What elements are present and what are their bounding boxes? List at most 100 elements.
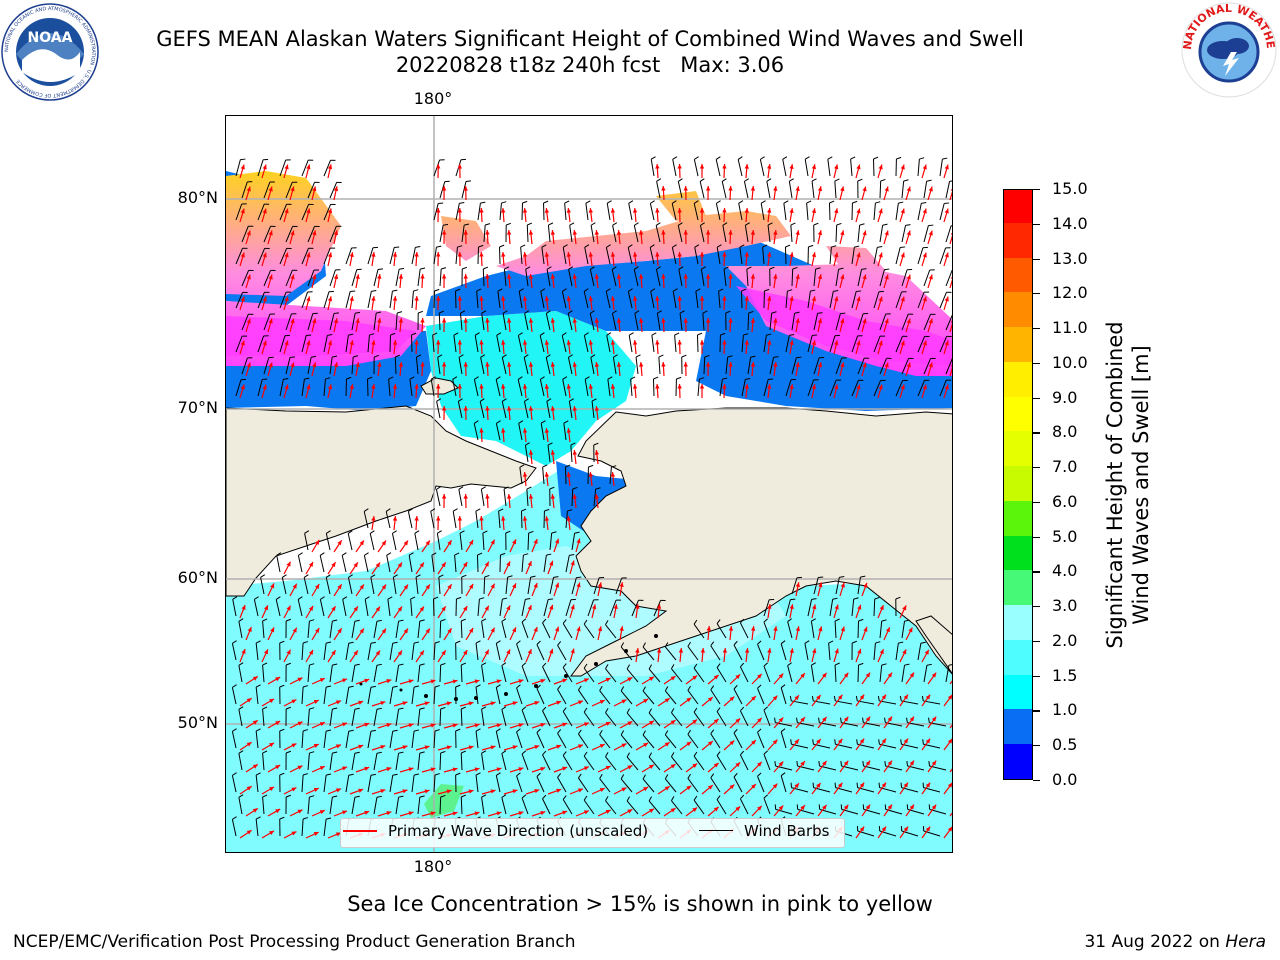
wind-barb	[807, 598, 817, 617]
wind-barb	[454, 552, 460, 573]
wave-direction-arrow	[459, 789, 474, 795]
wind-barb	[501, 398, 507, 419]
wind-barb	[895, 201, 904, 221]
wave-direction-arrow	[283, 384, 289, 399]
wave-direction-arrow	[421, 767, 436, 773]
wave-direction-arrow	[457, 207, 463, 223]
wind-barb	[439, 223, 449, 243]
colorbar-segment	[1004, 674, 1032, 710]
wind-barb	[461, 223, 470, 243]
wind-barb	[785, 598, 796, 617]
wave-direction-arrow	[436, 339, 441, 355]
wind-barb	[723, 266, 729, 287]
wave-direction-arrow	[420, 361, 425, 377]
wind-barb	[562, 707, 573, 727]
wave-direction-arrow	[883, 186, 889, 201]
wind-barb	[562, 244, 568, 265]
wind-barb	[257, 335, 269, 353]
colorbar-tick-label: 15.0	[1052, 179, 1088, 198]
wave-direction-arrow	[744, 251, 749, 267]
wind-barb	[557, 685, 567, 705]
wave-direction-arrow	[463, 273, 468, 289]
wind-barb	[329, 181, 342, 199]
wave-direction-arrow	[305, 743, 319, 751]
wind-barb	[810, 618, 816, 639]
wind-barb	[739, 662, 749, 683]
wave-direction-arrow	[655, 163, 660, 179]
wind-barb	[945, 664, 952, 683]
wave-direction-arrow	[927, 672, 937, 685]
wind-barb	[505, 575, 513, 595]
wind-barb	[542, 662, 551, 683]
wave-direction-arrow	[544, 428, 550, 443]
wind-barb	[564, 464, 571, 485]
wind-barb	[557, 641, 567, 661]
wave-direction-arrow	[594, 274, 600, 289]
wind-barb	[241, 313, 254, 331]
wind-barb	[939, 202, 950, 221]
wind-barb	[857, 268, 867, 287]
wind-barb	[285, 618, 291, 639]
wave-direction-arrow	[943, 340, 949, 355]
wind-barb	[593, 442, 599, 463]
wave-direction-arrow	[597, 582, 603, 597]
wave-direction-arrow	[921, 164, 927, 179]
wind-barb	[747, 310, 754, 331]
wind-barb	[417, 663, 425, 683]
wind-barb	[658, 354, 664, 375]
wave-direction-arrow	[722, 251, 727, 267]
wave-direction-arrow	[441, 185, 447, 201]
wind-barb	[263, 313, 275, 331]
wave-direction-arrow	[616, 362, 622, 377]
wave-direction-arrow	[371, 700, 386, 707]
wind-barb	[495, 684, 501, 705]
wave-direction-arrow	[327, 340, 333, 355]
wave-direction-arrow	[283, 561, 292, 575]
wave-direction-arrow	[795, 318, 800, 333]
wind-barb	[769, 356, 779, 375]
wave-direction-arrow	[349, 788, 364, 795]
wind-barb	[664, 774, 677, 793]
wind-barb	[411, 685, 420, 705]
wind-barb	[766, 178, 772, 199]
wave-direction-arrow	[639, 317, 644, 333]
wind-barb	[895, 596, 901, 617]
wind-barb	[495, 772, 501, 793]
wind-barb	[693, 751, 705, 771]
wave-direction-arrow	[905, 318, 911, 333]
wind-barb	[562, 619, 573, 639]
wave-direction-arrow	[463, 361, 468, 377]
wind-barb	[591, 398, 597, 419]
wave-direction-arrow	[289, 765, 303, 773]
wind-barb	[945, 358, 952, 375]
wave-direction-arrow	[305, 296, 311, 311]
wind-barb	[476, 288, 482, 309]
wind-barb	[407, 508, 413, 529]
wave-direction-arrow	[525, 701, 540, 707]
wind-barb	[605, 244, 611, 265]
wind-barb	[388, 376, 394, 397]
wave-direction-arrow	[905, 186, 911, 201]
wave-direction-arrow	[283, 743, 297, 751]
wind-barb	[587, 599, 599, 617]
wind-barb	[672, 288, 678, 309]
wave-direction-arrow	[883, 804, 893, 817]
wave-direction-arrow	[267, 274, 273, 289]
wind-barb	[857, 223, 865, 243]
wind-barb	[235, 378, 246, 397]
wind-barb	[498, 508, 504, 529]
wind-barb	[345, 773, 354, 793]
wave-direction-arrow	[349, 700, 364, 707]
wind-barb	[605, 288, 611, 309]
wave-direction-arrow	[588, 384, 594, 399]
wind-barb	[241, 269, 254, 287]
wave-direction-arrow	[311, 677, 326, 685]
wind-barb	[518, 288, 524, 309]
wave-direction-arrow	[566, 208, 572, 223]
wind-barb	[571, 486, 578, 507]
wind-barb	[455, 596, 462, 617]
wave-direction-arrow	[707, 806, 720, 817]
wave-direction-arrow	[441, 361, 447, 377]
wind-barb	[851, 379, 864, 397]
wind-barb	[475, 728, 481, 749]
